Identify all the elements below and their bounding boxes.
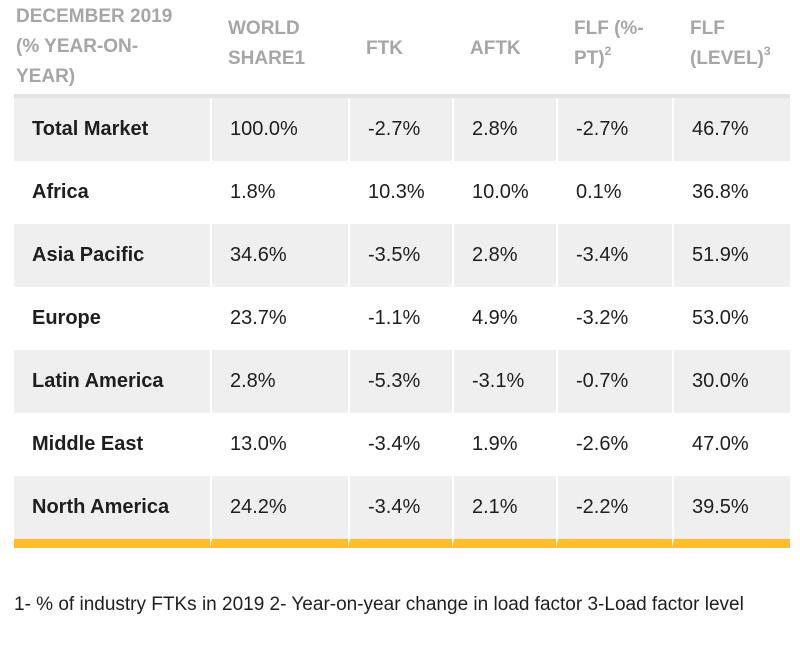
ftk-value: -5.3% [348,350,452,413]
header-world-share-line-2: SHARE1 [228,48,306,69]
region-name: Total Market [14,98,210,161]
aftk-value: 10.0% [452,161,556,224]
region-name: North America [14,476,210,548]
world-share-value: 2.8% [210,350,348,413]
header-aftk: AFTK [452,0,556,98]
header-ftk-label: FTK [366,38,403,59]
world-share-value: 24.2% [210,476,348,548]
flf-pt-value: -3.4% [556,224,672,287]
world-share-value: 13.0% [210,413,348,476]
header-world-share: WORLD SHARE1 [210,0,348,98]
flf-level-value: 53.0% [672,287,790,350]
region-name: Middle East [32,433,144,455]
flf-level-value: 36.8% [672,161,790,224]
table-row: Total Market 100.0% -2.7% 2.8% -2.7% 46.… [14,98,790,161]
table-row: Middle East 13.0% -3.4% 1.9% -2.6% 47.0% [14,413,790,476]
region-name: Africa [32,181,89,203]
aftk-value: 2.8% [452,98,556,161]
header-period-line-3: YEAR) [16,66,76,87]
table-row: Africa 1.8% 10.3% 10.0% 0.1% 36.8% [14,161,790,224]
flf-pt-value: -0.7% [556,350,672,413]
header-flf-level: FLF (LEVEL)3 [672,0,790,98]
air-cargo-market-table: DECEMBER 2019 (% YEAR-ON- YEAR) WORLD SH… [14,0,790,548]
table-header-row: DECEMBER 2019 (% YEAR-ON- YEAR) WORLD SH… [14,0,790,98]
flf-level-value: 30.0% [672,350,790,413]
region-name: Latin America [14,350,210,413]
aftk-value: 1.9% [452,413,556,476]
aftk-value: 2.8% [452,224,556,287]
region-name: Europe [32,307,101,329]
aftk-value: 2.1% [452,476,556,548]
header-flf-pt: FLF (%- PT)2 [556,0,672,98]
world-share-value: 23.7% [210,287,348,350]
header-period-line-2: (% YEAR-ON- [16,36,139,57]
table-footnote: 1- % of industry FTKs in 2019 2- Year-on… [14,594,744,615]
footnote-marker-2: 2 [604,43,612,58]
ftk-value: -2.7% [348,98,452,161]
flf-level-value: 51.9% [672,224,790,287]
aftk-value: 4.9% [452,287,556,350]
header-flf-level-line-2: (LEVEL)3 [690,44,790,74]
ftk-value: -3.5% [348,224,452,287]
table-row: Latin America 2.8% -5.3% -3.1% -0.7% 30.… [14,350,790,413]
flf-pt-value: -2.7% [556,98,672,161]
flf-pt-value: -2.6% [556,413,672,476]
header-flf-pt-text: PT) [574,48,605,69]
table-row: Europe 23.7% -1.1% 4.9% -3.2% 53.0% [14,287,790,350]
ftk-value: -3.4% [348,413,452,476]
flf-level-value: 47.0% [672,413,790,476]
header-world-share-line-1: WORLD [228,18,300,39]
header-period-line-1: DECEMBER 2019 [16,6,173,27]
aftk-value: -3.1% [452,350,556,413]
footnote-marker-3: 3 [763,43,771,58]
header-aftk-label: AFTK [470,38,521,59]
header-period: DECEMBER 2019 (% YEAR-ON- YEAR) [14,0,210,98]
header-flf-pt-line-2: PT)2 [574,44,672,74]
region-name: Asia Pacific [14,224,210,287]
header-ftk: FTK [348,0,452,98]
table-row: North America 24.2% -3.4% 2.1% -2.2% 39.… [14,476,790,548]
ftk-value: 10.3% [348,161,452,224]
flf-level-value: 46.7% [672,98,790,161]
ftk-value: -3.4% [348,476,452,548]
flf-pt-value: 0.1% [556,161,672,224]
flf-pt-value: -2.2% [556,476,672,548]
world-share-value: 34.6% [210,224,348,287]
flf-pt-value: -3.2% [556,287,672,350]
header-flf-level-line-1: FLF [690,18,725,39]
header-flf-level-text: (LEVEL) [690,48,764,69]
world-share-value: 100.0% [210,98,348,161]
flf-level-value: 39.5% [672,476,790,548]
header-flf-pt-line-1: FLF (%- [574,18,644,39]
table-row: Asia Pacific 34.6% -3.5% 2.8% -3.4% 51.9… [14,224,790,287]
ftk-value: -1.1% [348,287,452,350]
world-share-value: 1.8% [210,161,348,224]
